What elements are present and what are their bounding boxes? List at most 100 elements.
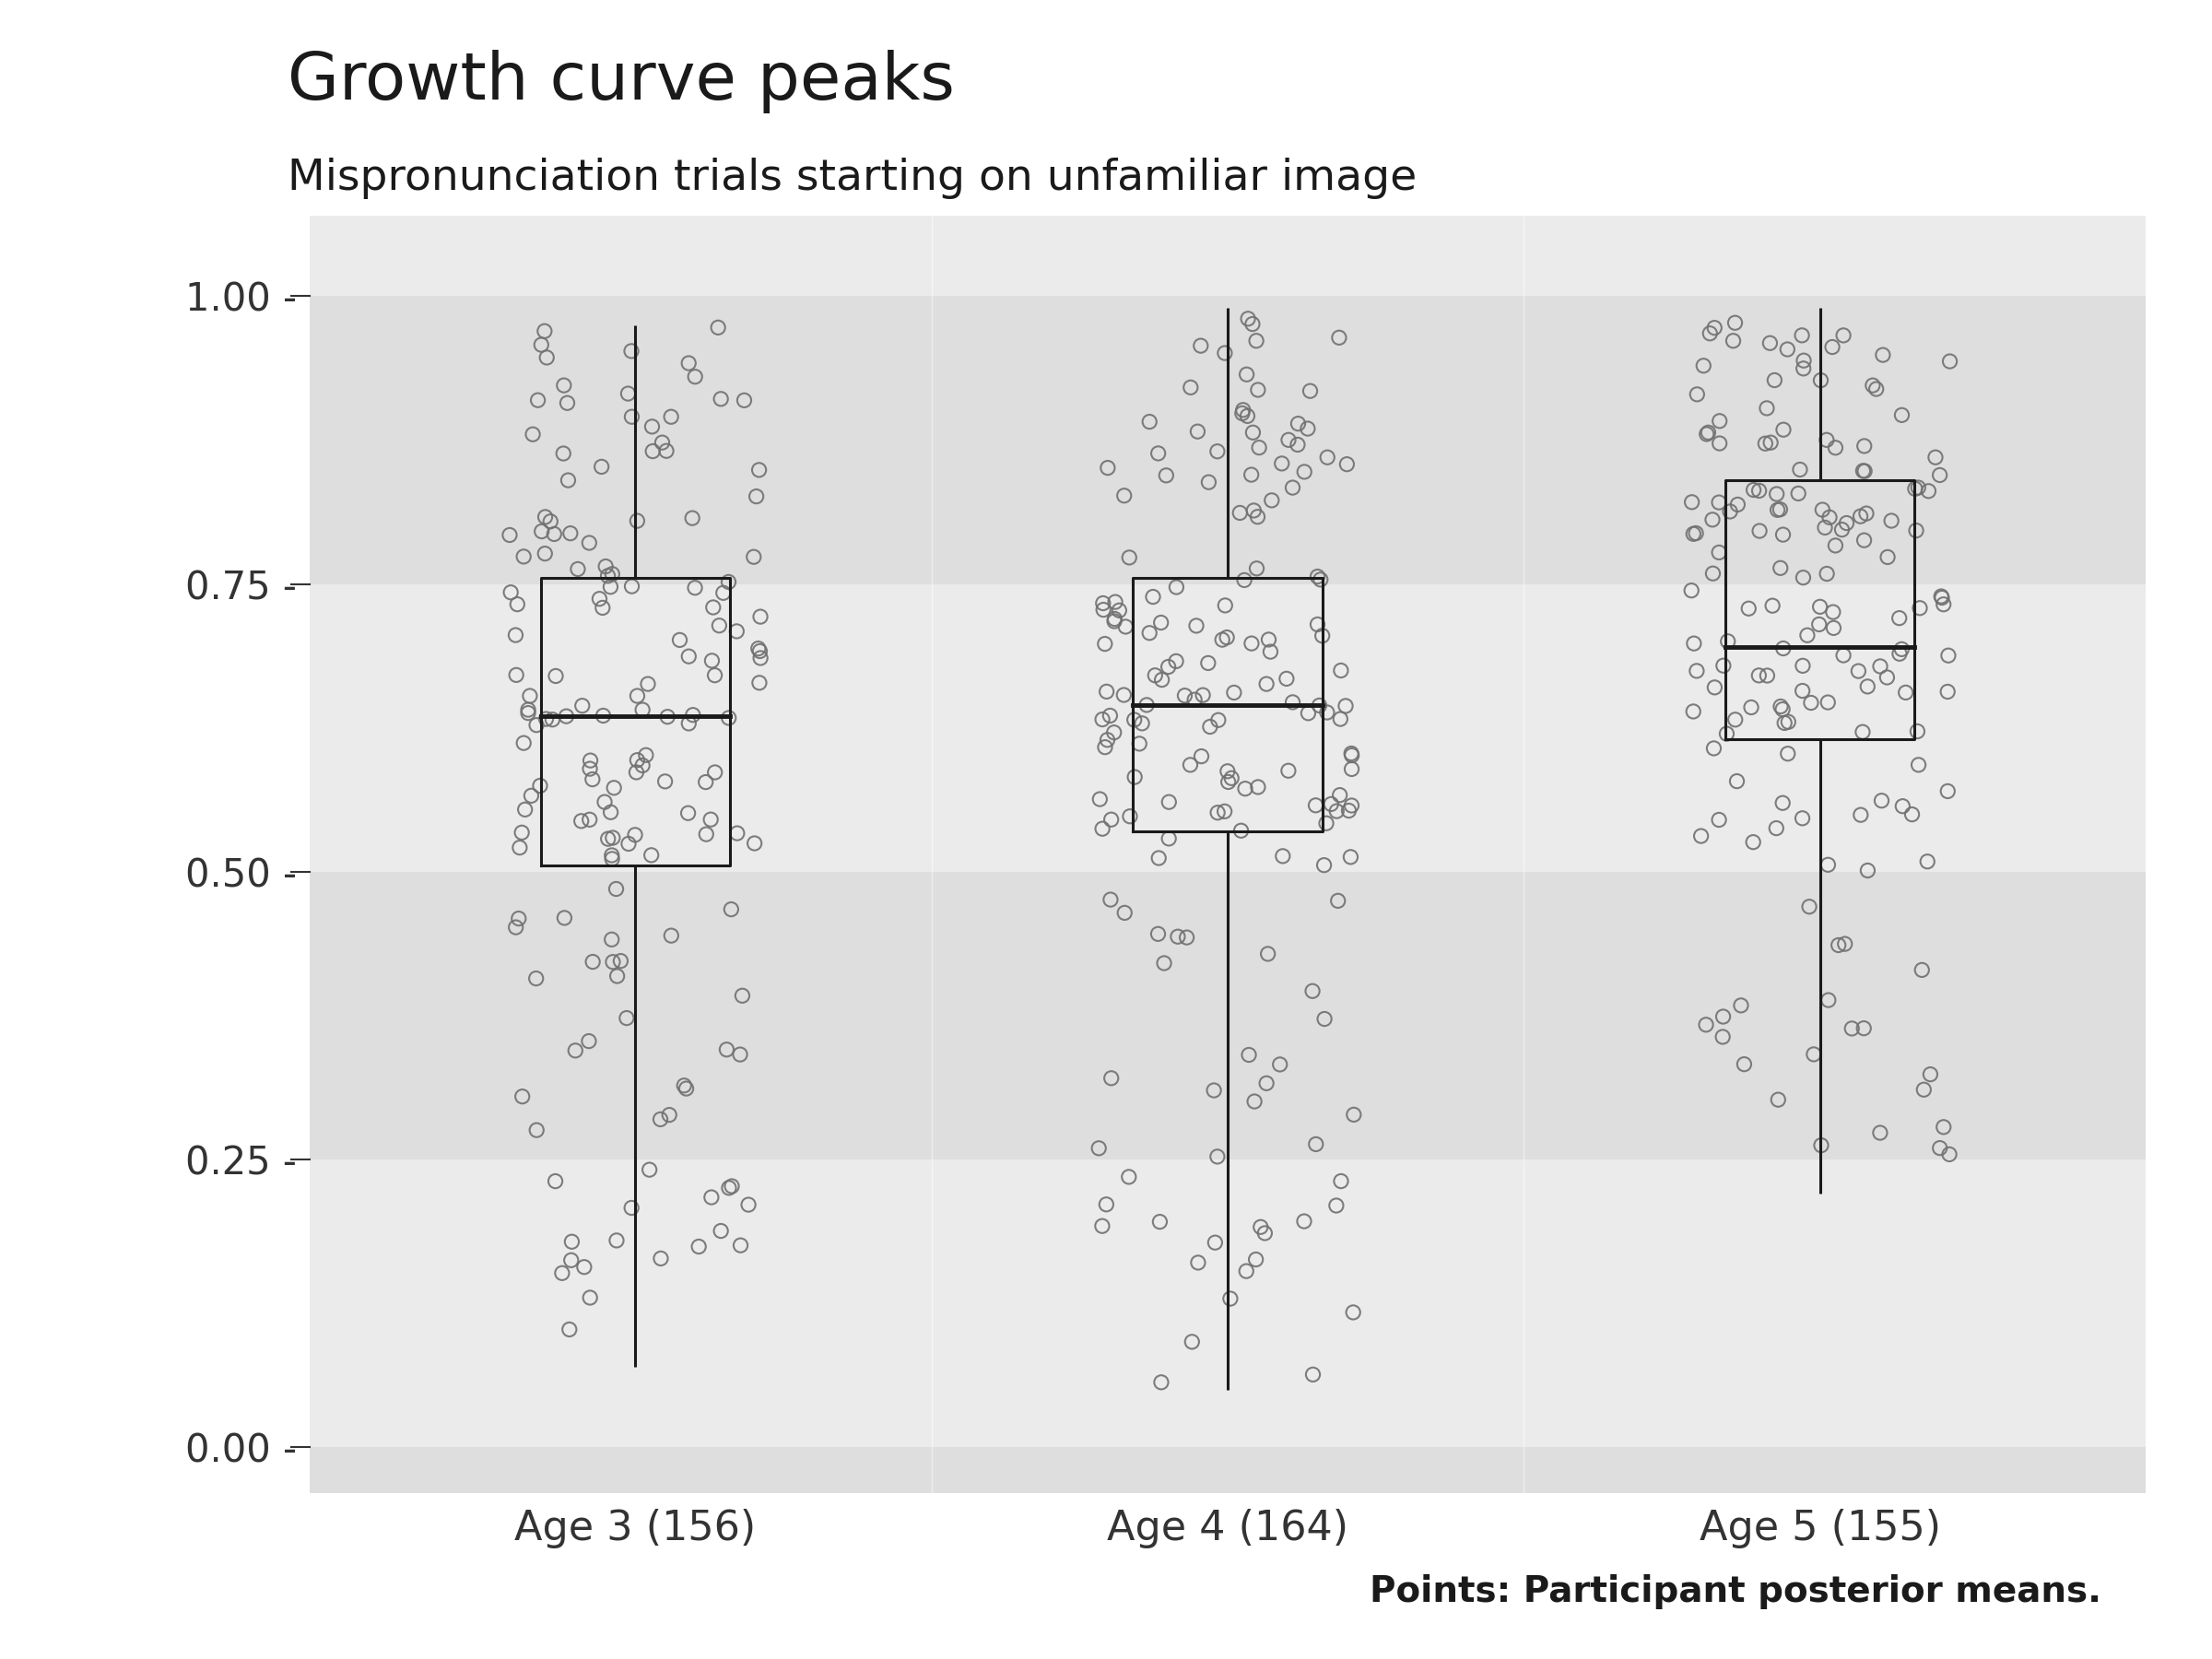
Point [1865,342,1900,368]
Point [1882,640,1918,667]
Point [1223,818,1259,844]
Point [1141,440,1177,466]
Point [1827,931,1863,957]
Point [1117,707,1152,733]
Point [653,403,688,430]
Point [1084,816,1119,843]
Point [1898,476,1933,503]
Point [1825,642,1860,669]
Point [1088,1191,1124,1218]
Point [1091,455,1126,481]
Point [743,604,779,630]
Point [1677,521,1712,547]
Point [633,841,668,868]
Point [1084,707,1119,733]
Point [1790,622,1825,649]
Bar [310,1160,2146,1447]
Point [1228,567,1263,594]
Point [1307,1005,1343,1032]
Point [1922,461,1958,488]
Point [498,622,533,649]
Point [524,332,560,358]
Point [1705,1024,1741,1050]
Point [1287,1208,1323,1234]
Point [1210,758,1245,785]
Point [1248,1219,1283,1246]
Point [615,572,650,599]
Point [1847,458,1882,484]
Point [1756,367,1792,393]
Point [1847,528,1882,554]
Point [624,697,659,723]
Point [670,800,706,826]
Point [1765,521,1801,547]
Point [560,556,595,582]
Point [1785,355,1820,382]
Point [635,438,670,465]
Point [1321,888,1356,914]
Point [1252,627,1287,654]
Point [1305,622,1340,649]
Point [644,430,679,456]
Point [675,504,710,531]
Point [586,702,622,728]
Point [1849,674,1885,700]
Point [703,385,739,411]
Point [1683,823,1719,849]
Point [1323,657,1358,684]
Point [591,562,626,589]
Point [1865,788,1900,815]
Point [1172,375,1208,401]
Text: Mispronunciation trials starting on unfamiliar image: Mispronunciation trials starting on unfa… [288,158,1418,199]
Point [1274,474,1310,501]
Point [714,896,750,922]
Point [1924,582,1960,609]
Point [1201,707,1237,733]
Point [1803,367,1838,393]
Point [1805,496,1840,523]
Point [695,1185,730,1211]
Point [1721,491,1756,518]
Point [666,1072,701,1098]
Bar [1725,481,1916,740]
Point [1750,395,1785,421]
Point [1705,1004,1741,1030]
Point [1863,654,1898,680]
Point [1765,697,1801,723]
Point [526,541,562,567]
Point [1765,790,1801,816]
Point [1210,624,1245,650]
Point [1754,592,1790,619]
Point [1765,416,1801,443]
Point [1323,705,1358,732]
Point [1150,788,1186,815]
Point [1736,476,1772,503]
Point [1102,597,1137,624]
Point [1686,352,1721,378]
Point [1697,315,1732,342]
Point [1893,801,1929,828]
Point [1210,768,1245,795]
Text: Growth curve peaks: Growth curve peaks [288,50,956,113]
Point [1097,720,1133,747]
Point [1785,652,1820,679]
Point [1190,650,1225,677]
Point [1307,851,1343,878]
Point [1318,1193,1354,1219]
Point [1710,629,1745,655]
Point [692,806,728,833]
Point [1905,957,1940,984]
Point [1741,478,1776,504]
Point [1834,1015,1869,1042]
Point [697,760,732,786]
Point [571,529,606,556]
Point [513,783,549,810]
Point [1150,654,1186,680]
Point [1310,810,1345,836]
Point [1318,798,1354,825]
Point [1082,1135,1117,1161]
Point [1301,564,1336,591]
Point [1239,1246,1274,1272]
Point [1794,690,1829,717]
Point [1135,584,1170,611]
